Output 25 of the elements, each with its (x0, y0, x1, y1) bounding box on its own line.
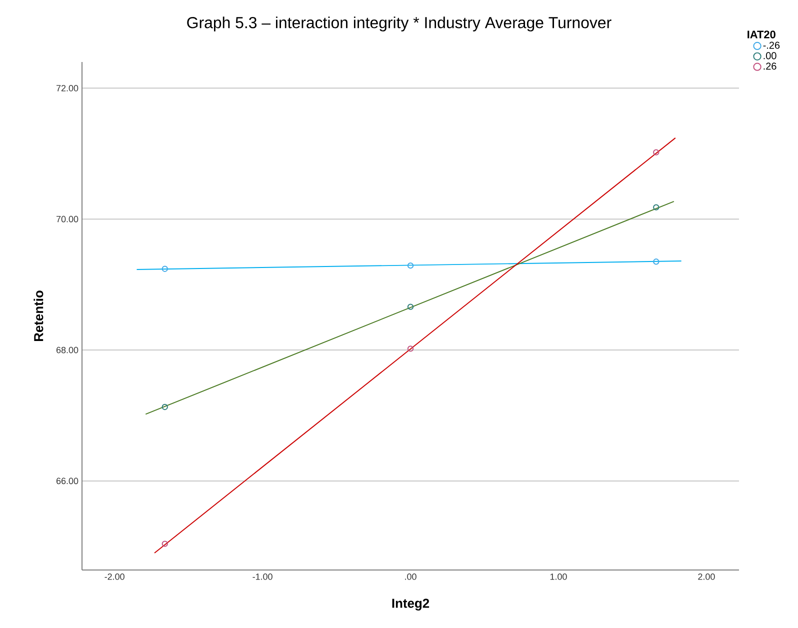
legend-label: .00 (764, 52, 776, 60)
point (162, 540, 168, 547)
legend-label: -.26 (763, 42, 780, 49)
chart-title: Graph 5.3 – interaction integrity * Industry Average Turnover (187, 16, 612, 32)
y-axis-title: Retentio (34, 290, 44, 342)
y-tick-label: 68.00 (56, 346, 78, 354)
x-tick-label: -1.00 (252, 574, 272, 580)
x-axis-title: Integ2 (392, 598, 430, 610)
x-tick-label: 2.00 (698, 574, 715, 580)
point (653, 149, 660, 156)
y-tick-label: 72.00 (56, 84, 78, 92)
point (407, 262, 414, 269)
point (653, 258, 660, 265)
legend-label: .26 (764, 62, 776, 70)
legend-title: IAT20 (748, 30, 776, 38)
point (407, 346, 414, 352)
point (162, 266, 168, 272)
y-tick-label: 70.00 (56, 216, 78, 222)
point (407, 304, 414, 310)
x-tick-label: 1.00 (550, 574, 567, 580)
point (162, 404, 168, 410)
point (653, 204, 660, 210)
x-tick-label: .00 (405, 574, 416, 580)
y-tick-label: 66.00 (56, 478, 78, 484)
x-tick-label: -2.00 (104, 574, 124, 580)
